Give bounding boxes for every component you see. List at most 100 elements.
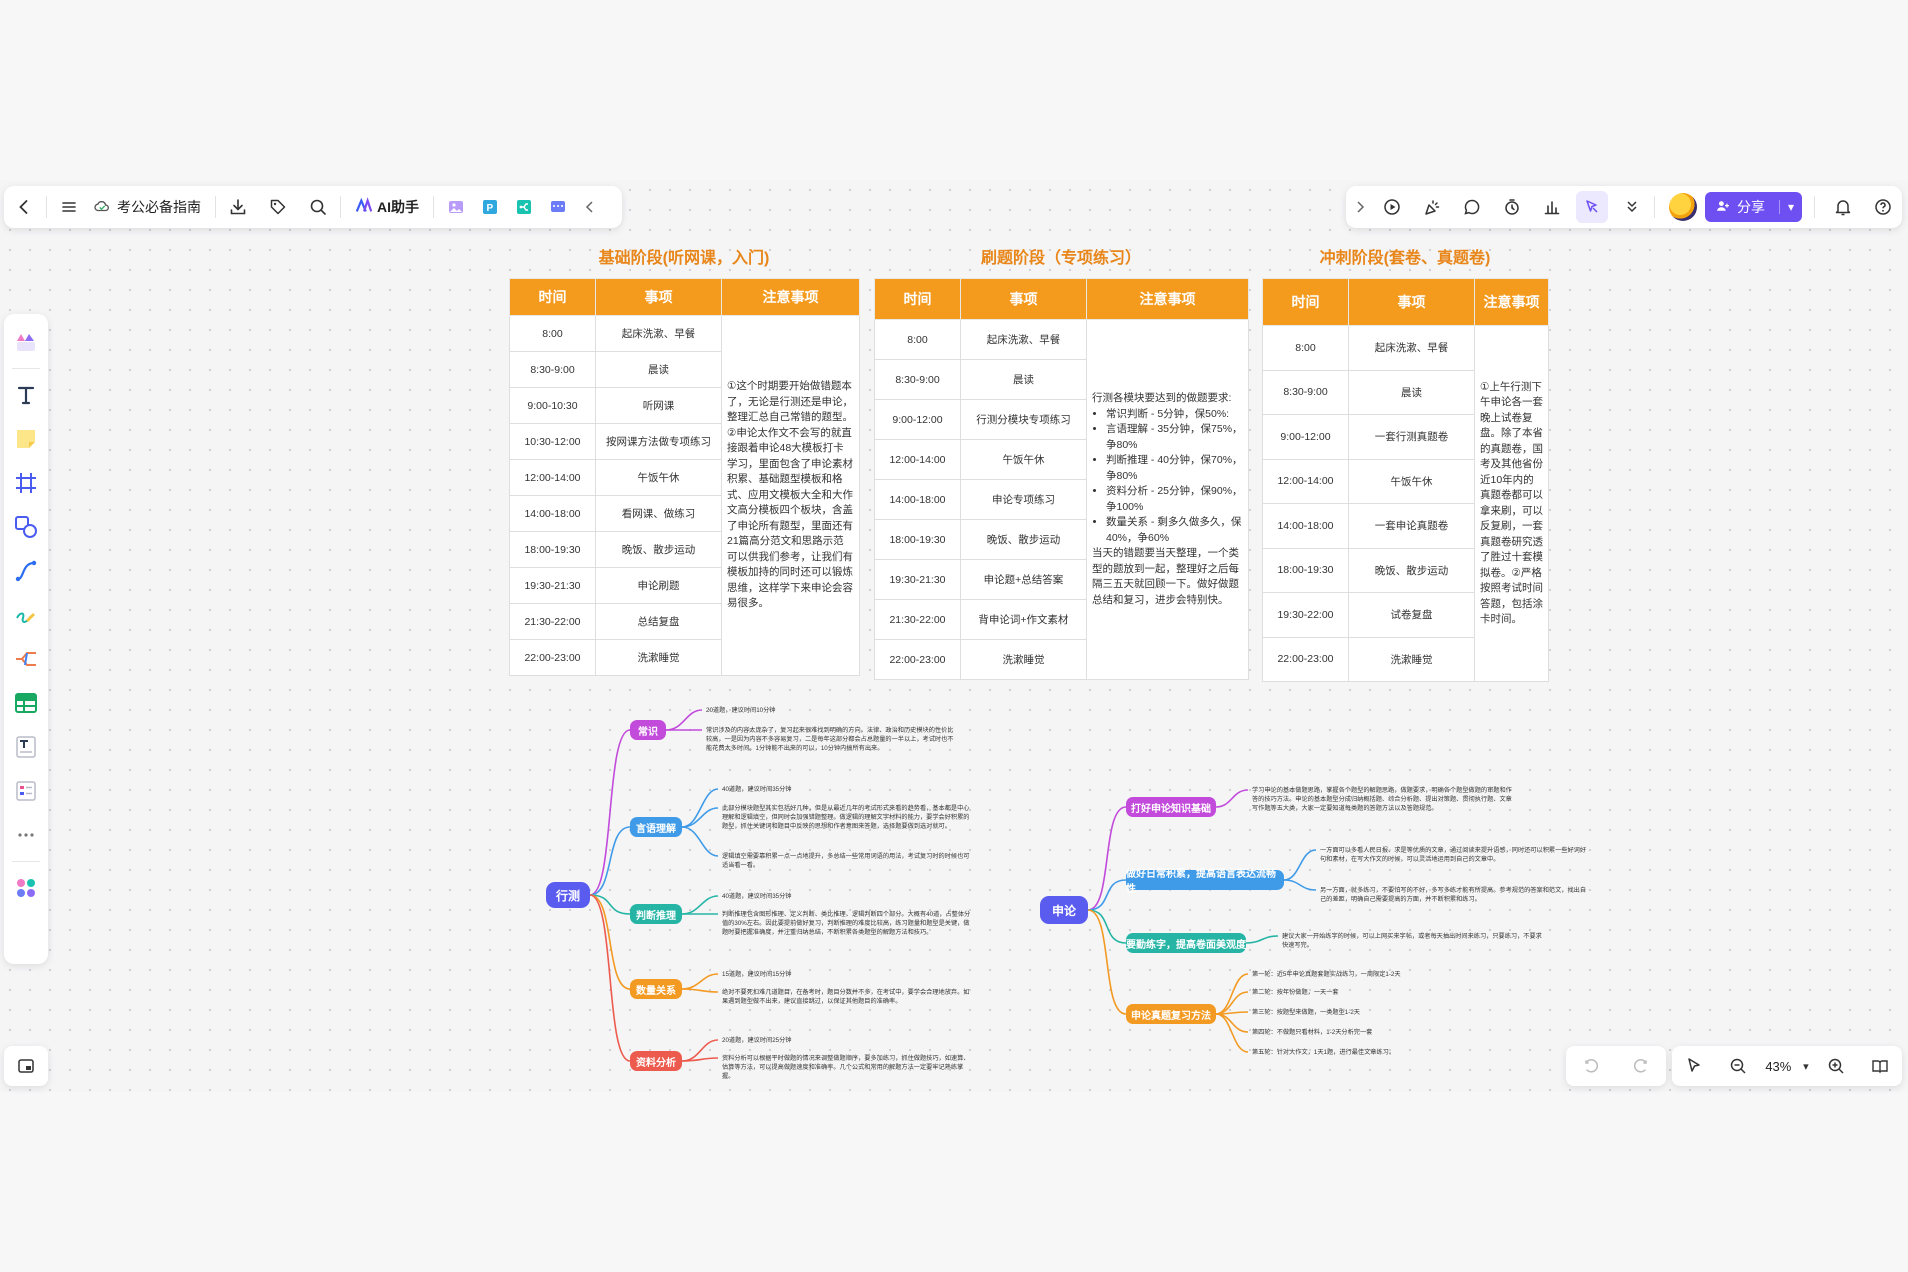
activity-cell: 洗漱睡觉: [960, 639, 1087, 680]
leaf-connector: [681, 973, 719, 990]
mindmap-tool-icon[interactable]: [10, 637, 42, 681]
user-avatar[interactable]: [1669, 193, 1697, 221]
mindmap-branch-node[interactable]: 资料分析: [630, 1051, 682, 1071]
help-icon[interactable]: [1867, 191, 1899, 223]
time-cell: 9:00-10:30: [509, 387, 596, 424]
zoom-dropdown-icon[interactable]: ▾: [1803, 1060, 1809, 1073]
leaf-connector: [665, 709, 703, 731]
redo-icon[interactable]: [1625, 1050, 1657, 1082]
mindmap-leaf-text: 第五轮：针对大作文，1天1题，进行最佳文章练习。: [1252, 1049, 1396, 1056]
notes-cell: ①这个时期要开始做错题本了，无论是行测还是申论，整理汇总自己常错的题型。②申论太…: [721, 315, 860, 676]
mindmap-branch-node[interactable]: 言语理解: [630, 817, 682, 837]
more-tools-icon[interactable]: [10, 813, 42, 857]
mindmap-root-node[interactable]: 行测: [546, 882, 590, 908]
time-cell: 21:30-22:00: [874, 599, 961, 640]
history-bar: [1566, 1046, 1666, 1086]
shape-tool-icon[interactable]: [10, 505, 42, 549]
select-pointer-icon[interactable]: [1678, 1050, 1710, 1082]
ai-assistant-button[interactable]: AI助手: [355, 196, 419, 218]
time-cell: 19:30-21:30: [874, 559, 961, 600]
time-cell: 19:30-21:30: [509, 567, 596, 604]
undo-icon[interactable]: [1575, 1050, 1607, 1082]
download-icon[interactable]: [222, 191, 254, 223]
notes-list-item: 常识判断 - 5分钟，保50%:: [1106, 407, 1243, 423]
zoom-level[interactable]: 43%: [1765, 1058, 1792, 1074]
table-row: 21:30-22:00 背申论词+作文素材: [874, 599, 1249, 640]
notification-bell-icon[interactable]: [1827, 191, 1859, 223]
share-dropdown-icon[interactable]: ▾: [1779, 200, 1794, 214]
mindmap-branch-node[interactable]: 判断推理: [630, 904, 682, 924]
time-cell: 19:30-22:00: [1262, 592, 1349, 638]
frame-tool-icon[interactable]: [10, 461, 42, 505]
celebrate-icon[interactable]: [1416, 191, 1448, 223]
text-tool-icon[interactable]: [10, 373, 42, 417]
comment-app-icon[interactable]: [542, 191, 574, 223]
document-title[interactable]: 考公必备指南: [93, 197, 201, 218]
menu-icon[interactable]: [53, 191, 85, 223]
ai-assistant-label: AI助手: [377, 199, 419, 215]
table-row: 9:00-12:00 行测分模块专项练习: [874, 399, 1249, 440]
templates-icon[interactable]: [10, 320, 42, 364]
laser-pointer-icon[interactable]: [1576, 191, 1608, 223]
minimap-icon[interactable]: [4, 1046, 48, 1086]
card-list-icon[interactable]: [10, 769, 42, 813]
back-icon[interactable]: [8, 191, 40, 223]
vote-chart-icon[interactable]: [1536, 191, 1568, 223]
activity-cell: 晚饭、散步运动: [1348, 547, 1475, 593]
time-cell: 21:30-22:00: [509, 603, 596, 640]
zoom-in-icon[interactable]: [1820, 1050, 1852, 1082]
pen-tool-icon[interactable]: [10, 593, 42, 637]
ai-logo-icon: [355, 196, 373, 218]
table-row: 10:30-12:00 按网课方法做专项练习: [509, 423, 860, 460]
search-icon[interactable]: [302, 191, 334, 223]
more-chevron-icon[interactable]: [1616, 191, 1648, 223]
activity-cell: 午饭午休: [960, 439, 1087, 480]
mindmap-branch-node[interactable]: 打好申论知识基础: [1126, 797, 1216, 817]
apps-icon[interactable]: [10, 866, 42, 910]
mindmap-leaf-text: 20道题，建议时间10分钟: [706, 707, 776, 714]
activity-cell: 起床洗漱、早餐: [1348, 325, 1475, 371]
sticky-note-icon[interactable]: [10, 417, 42, 461]
mindmap-leaf-text: 逻辑填空需要靠积累一点一点地提升，多总结一些常用词语的用法，考试复习时的时候也可…: [722, 853, 970, 869]
table-tool-icon[interactable]: [10, 681, 42, 725]
mindmap-root-node[interactable]: 申论: [1040, 896, 1088, 924]
connector-tool-icon[interactable]: [10, 549, 42, 593]
mindmap-branch-node[interactable]: 做好日常积累，提高语言表达流畅性: [1126, 869, 1284, 895]
activity-cell: 起床洗漱、早餐: [595, 315, 722, 352]
present-play-icon[interactable]: [1376, 191, 1408, 223]
collapse-left-icon[interactable]: [574, 191, 606, 223]
mindmap-branch-node[interactable]: 常识: [630, 720, 666, 740]
expand-right-icon[interactable]: [1350, 191, 1370, 223]
share-label: 分享: [1737, 199, 1765, 215]
mindmap-branch-node[interactable]: 申论真题复习方法: [1126, 1004, 1216, 1024]
activity-cell: 行测分模块专项练习: [960, 399, 1087, 440]
schedule-table[interactable]: 时间 事项 注意事项 8:00 起床洗漱、早餐 ①上午行测下午申论各一套晚上试卷复盘。除了…: [1262, 278, 1549, 682]
branch-connector: [1087, 909, 1127, 1015]
whiteboard-canvas[interactable]: 基础阶段(听网课，入门) 时间 事项 注意事项 8:00 起床洗漱、早餐 ①这个时期要开始做…: [0, 180, 1908, 1092]
branch-connector: [589, 894, 631, 915]
text-doc-icon[interactable]: [10, 725, 42, 769]
mindmap-app-icon[interactable]: [508, 191, 540, 223]
table-header-cell: 注意事项: [1474, 278, 1549, 326]
schedule-title: 基础阶段(听网课，入门): [598, 250, 770, 267]
activity-cell: 洗漱睡觉: [1348, 636, 1475, 682]
leaf-connector: [681, 988, 719, 993]
document-title-text: 考公必备指南: [117, 199, 201, 215]
table-row: 14:00-18:00 申论专项练习: [874, 479, 1249, 520]
table-row: 8:00 起床洗漱、早餐 ①上午行测下午申论各一套晚上试卷复盘。除了本省的真题卷，国…: [1262, 325, 1549, 682]
left-tool-palette: [4, 314, 48, 964]
bottom-band: [0, 1092, 1908, 1272]
tag-icon[interactable]: [262, 191, 294, 223]
timer-icon[interactable]: [1496, 191, 1528, 223]
comment-icon[interactable]: [1456, 191, 1488, 223]
schedule-table[interactable]: 时间 事项 注意事项 8:00 起床洗漱、早餐 ①这个时期要开始做错题本了，无论是行测还是…: [509, 278, 860, 676]
zoom-out-icon[interactable]: [1722, 1050, 1754, 1082]
mindmap-branch-node[interactable]: 要勤练字，提高卷面美观度: [1126, 933, 1246, 953]
ai-image-icon[interactable]: [440, 191, 472, 223]
ppt-icon[interactable]: P: [474, 191, 506, 223]
mindmap-branch-node[interactable]: 数量关系: [630, 979, 682, 999]
share-button[interactable]: 分享 ▾: [1705, 192, 1803, 222]
table-row: 12:00-14:00 午饭午休: [874, 439, 1249, 480]
book-mode-icon[interactable]: [1864, 1050, 1896, 1082]
